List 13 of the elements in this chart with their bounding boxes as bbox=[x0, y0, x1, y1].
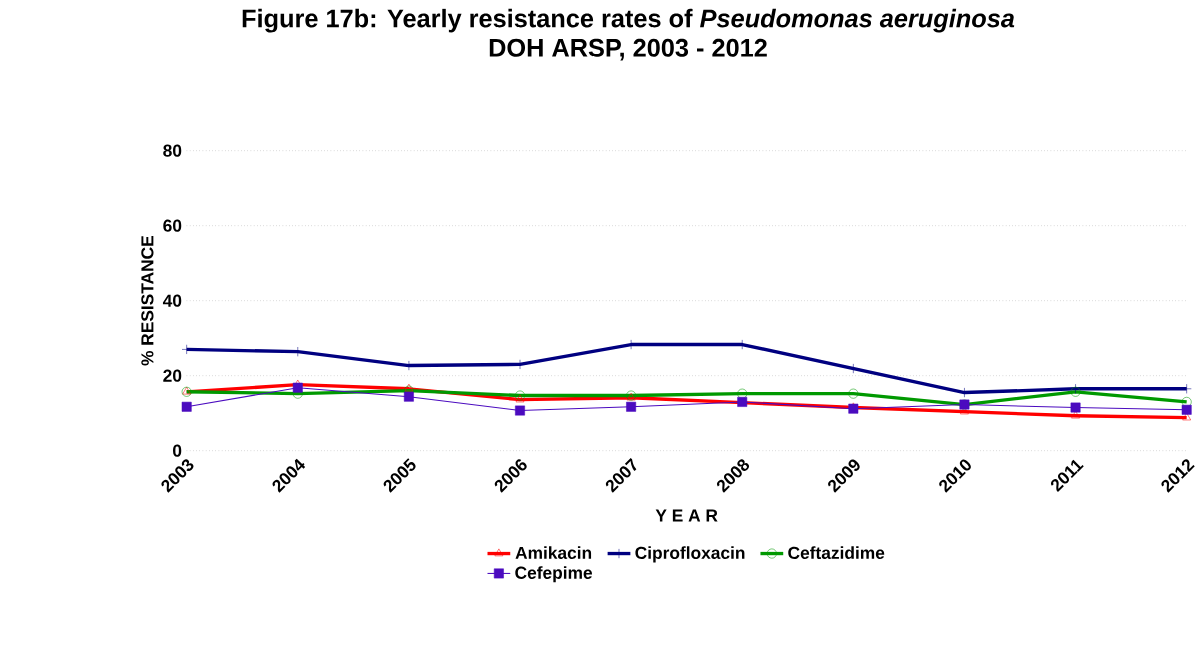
legend-label: Cefepime bbox=[515, 565, 593, 583]
legend-label: Amikacin bbox=[515, 546, 592, 559]
chart-subtitle: DOH ARSP, 2003 - 2012 bbox=[489, 38, 767, 61]
y-tick-label: 40 bbox=[162, 294, 182, 307]
y-tick-label: 80 bbox=[163, 144, 182, 157]
legend-label: Ciprofloxacin bbox=[635, 546, 745, 563]
y-tick-label: 20 bbox=[163, 369, 182, 382]
legend-label: Ceftazidime bbox=[788, 546, 885, 559]
chart-title: Figure 17b: Yearly resistance rates of Pseudomonas aeruginosa bbox=[242, 8, 1015, 33]
y-tick-label: 0 bbox=[173, 444, 182, 457]
x-axis-title: Y E A R bbox=[655, 509, 718, 522]
y-axis-title: % RESISTANCE bbox=[141, 235, 154, 366]
y-tick-label: 60 bbox=[163, 219, 182, 232]
